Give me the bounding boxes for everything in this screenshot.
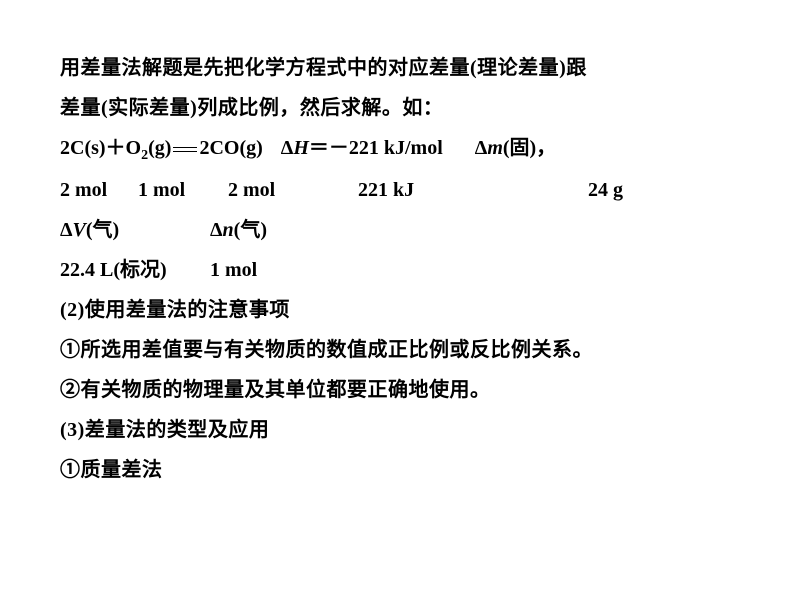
delta-v-label: Δ xyxy=(60,219,73,241)
m-italic: m xyxy=(487,137,503,159)
delta-row-2: ΔV(气) Δn(气) xyxy=(60,210,740,250)
val-c1: 2 mol xyxy=(60,170,138,210)
delta-m-label: Δ xyxy=(475,137,488,159)
values-row-3: 22.4 L(标况) 1 mol xyxy=(60,250,740,290)
intro-line-1: 用差量法解题是先把化学方程式中的对应差量(理论差量)跟 xyxy=(60,48,740,88)
eq-rhs: 2CO(g) xyxy=(199,137,262,159)
v-italic: V xyxy=(73,219,86,241)
delta-m: Δm(固)， xyxy=(475,128,556,170)
type-1: ①质量差法 xyxy=(60,450,740,490)
section-2-title: (2)使用差量法的注意事项 xyxy=(60,290,740,330)
section-3-title: (3)差量法的类型及应用 xyxy=(60,410,740,450)
val-c2: 1 mol xyxy=(138,170,228,210)
h-italic: H xyxy=(293,137,309,159)
delta-n: Δn(气) xyxy=(210,210,267,250)
delta-v-suffix: (气) xyxy=(86,219,119,241)
val3-c1: 22.4 L(标况) xyxy=(60,250,210,290)
document-page: 用差量法解题是先把化学方程式中的对应差量(理论差量)跟 差量(实际差量)列成比例… xyxy=(0,0,800,530)
equation-row: 2C(s)＋O2(g)2CO(g) ΔH＝－221 kJ/mol Δm(固)， xyxy=(60,128,740,170)
note-1: ①所选用差值要与有关物质的数值成正比例或反比例关系。 xyxy=(60,330,740,370)
note-2: ②有关物质的物理量及其单位都要正确地使用。 xyxy=(60,370,740,410)
intro-line-2: 差量(实际差量)列成比例，然后求解。如： xyxy=(60,88,740,128)
val-c5: 24 g xyxy=(588,170,668,210)
values-row-1: 2 mol 1 mol 2 mol 221 kJ 24 g xyxy=(60,170,740,210)
delta-n-suffix: (气) xyxy=(234,219,267,241)
eq-prefix: 2C(s)＋O xyxy=(60,137,141,159)
val3-c2: 1 mol xyxy=(210,250,257,290)
delta-h-value: ＝－221 kJ/mol xyxy=(309,137,443,159)
n-italic: n xyxy=(223,219,234,241)
delta-h-label: Δ xyxy=(281,137,294,159)
delta-h: ΔH＝－221 kJ/mol xyxy=(281,128,443,170)
equals-icon xyxy=(173,147,197,152)
val-c3: 2 mol xyxy=(228,170,358,210)
val-c4: 221 kJ xyxy=(358,170,588,210)
equation-lhs: 2C(s)＋O2(g)2CO(g) xyxy=(60,128,263,170)
delta-v: ΔV(气) xyxy=(60,210,210,250)
eq-mid: (g) xyxy=(148,137,171,159)
delta-m-suffix: (固)， xyxy=(503,137,556,159)
delta-n-label: Δ xyxy=(210,219,223,241)
